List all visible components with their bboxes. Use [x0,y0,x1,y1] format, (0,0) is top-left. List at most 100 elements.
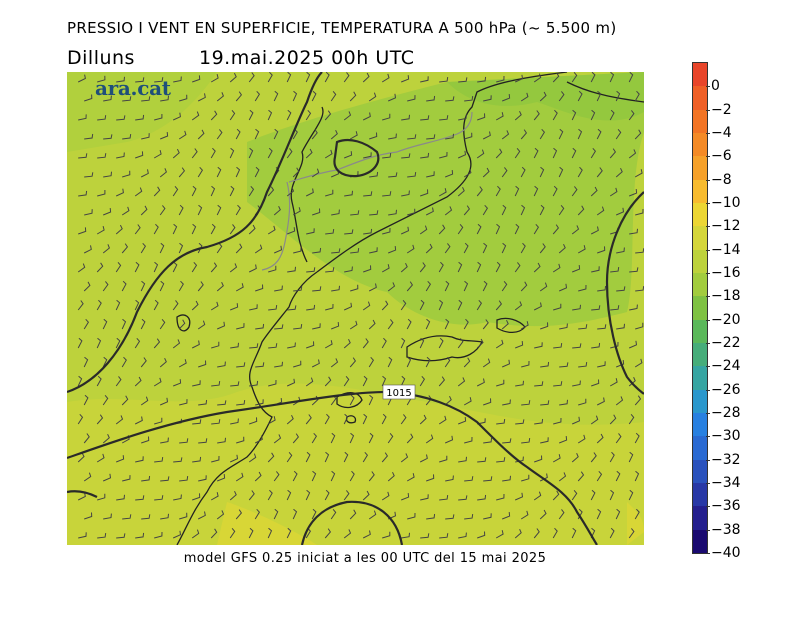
colorbar-tick [706,296,710,298]
wind-barb [115,299,121,311]
wind-barb [305,489,311,501]
wind-barb [236,436,245,444]
wind-barb [191,111,200,121]
wind-barb [216,321,226,330]
wind-barb [520,321,529,330]
wind-barb [77,452,85,463]
wind-barb [216,92,225,102]
wind-barb [229,72,237,83]
wind-barb [363,152,372,159]
wind-barb [324,376,332,387]
wind-barb [122,96,132,102]
wind-barb [198,399,208,406]
datetime-label: 19.mai.2025 00h UTC [199,47,415,69]
wind-barb [154,495,164,501]
wind-barb [230,418,239,425]
wind-barb [634,90,640,102]
wind-barb [324,72,330,83]
wind-barb [571,452,579,463]
wind-barb [558,128,564,140]
wind-barb [216,204,222,216]
wind-barb [559,436,568,444]
wind-barb [609,414,617,425]
wind-barb [141,133,150,140]
wind-barb [400,226,410,235]
wind-barb [211,455,220,463]
wind-barb [533,110,540,121]
wind-barb [141,514,151,520]
wind-barb [463,397,472,406]
wind-barb [292,433,300,444]
wind-barb [349,432,355,444]
wind-barb [578,398,587,406]
wind-barb [577,166,583,178]
wind-barb [324,110,332,121]
wind-barb [515,341,524,349]
wind-barb [501,204,507,216]
wind-barb [572,380,581,387]
wind-barb [628,489,634,501]
wind-barb [553,381,563,387]
wind-barb [426,474,435,482]
wind-barb [629,267,639,273]
wind-barb [235,128,241,140]
colorbar-label: −26 [711,381,741,398]
wind-barb [172,530,182,539]
wind-barb [267,489,273,501]
wind-barb [178,130,187,140]
wind-barb [476,338,484,349]
wind-barb [458,532,467,539]
wind-barb [596,167,603,178]
wind-barb [159,280,165,292]
wind-barb [141,96,151,102]
wind-barb [420,189,429,197]
wind-barb [501,319,509,330]
colorbar-segment [693,156,707,181]
wind-barb [552,109,558,121]
wind-barb [362,375,368,387]
wind-barb [292,470,298,482]
wind-barb [382,531,391,539]
wind-barb [591,379,600,387]
wind-barb [103,95,112,102]
wind-barb [78,532,87,539]
colorbar-tick [706,226,710,228]
wind-barb [159,357,167,368]
wind-barb [97,190,106,197]
wind-barb [610,305,620,311]
wind-barb [77,375,83,387]
wind-barb [591,305,601,311]
colorbar-segment [693,436,707,461]
wind-barb [539,91,547,102]
wind-barb [610,341,619,349]
wind-barb [306,341,315,349]
wind-barb [420,533,430,539]
colorbar-label: −36 [711,498,741,515]
wind-barb [121,318,127,330]
wind-barb [229,263,238,273]
wind-barb [539,166,545,178]
colorbar-label: −32 [711,451,741,468]
wind-barb [134,299,140,311]
wind-barb [78,153,88,159]
wind-barb [192,493,201,501]
wind-barb [533,147,539,159]
wind-barb [571,225,580,235]
wind-barb [160,132,169,140]
wind-barb [274,361,283,368]
colorbar-segment [693,413,707,437]
wind-barb [387,471,395,482]
wind-barb [173,494,182,501]
colorbar-label: −20 [711,311,741,328]
wind-barb [425,280,432,292]
wind-barb [210,147,216,159]
wind-barb [267,225,276,235]
wind-barb [235,509,243,520]
wind-barb [216,281,224,292]
wind-barb [381,452,389,463]
wind-barb [457,223,464,235]
wind-barb [230,342,239,349]
wind-barb [629,189,638,197]
wind-barb [616,286,626,292]
warm-spot-2 [627,502,644,545]
